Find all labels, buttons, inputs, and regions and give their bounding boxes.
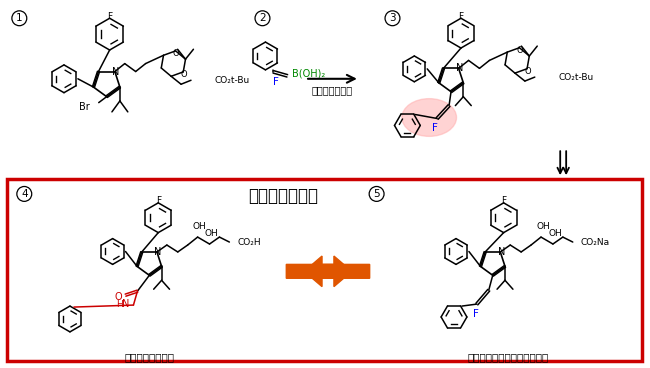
Text: 同等の生物活性: 同等の生物活性 (248, 187, 318, 205)
Text: B(OH)₂: B(OH)₂ (292, 69, 326, 79)
FancyArrow shape (286, 256, 352, 287)
Text: CO₂H: CO₂H (237, 237, 261, 247)
Text: OH: OH (192, 222, 207, 231)
Text: N: N (498, 247, 505, 257)
Text: N: N (456, 63, 463, 73)
FancyArrow shape (304, 256, 370, 287)
FancyBboxPatch shape (7, 179, 642, 361)
Text: F: F (458, 12, 463, 21)
Text: OH: OH (536, 222, 550, 231)
Text: F: F (432, 123, 438, 134)
Text: パラジウム触媒: パラジウム触媒 (311, 85, 352, 95)
Text: N: N (122, 299, 129, 309)
Text: 1: 1 (16, 13, 23, 23)
Text: 4: 4 (21, 189, 27, 199)
Ellipse shape (402, 99, 456, 137)
Text: N: N (154, 247, 162, 257)
Text: OH: OH (548, 229, 562, 238)
Text: CO₂Na: CO₂Na (580, 237, 609, 247)
Text: O: O (181, 70, 188, 79)
Text: Br: Br (79, 102, 90, 112)
Text: O: O (525, 67, 531, 76)
Text: F: F (501, 197, 506, 205)
Text: O: O (516, 46, 523, 55)
Text: 3: 3 (389, 13, 396, 23)
Text: 5: 5 (373, 189, 380, 199)
Text: フルオロアルケン型ミミック: フルオロアルケン型ミミック (468, 352, 549, 362)
Text: O: O (172, 49, 179, 58)
Text: O: O (115, 292, 122, 302)
Text: F: F (473, 309, 479, 319)
Text: F: F (156, 197, 161, 205)
Text: N: N (112, 67, 120, 77)
Text: F: F (274, 77, 280, 87)
Text: CO₂t-Bu: CO₂t-Bu (558, 72, 594, 82)
Text: 2: 2 (259, 13, 266, 23)
Text: OH: OH (205, 229, 218, 238)
Text: H: H (116, 300, 123, 309)
Text: F: F (107, 12, 112, 21)
Text: CO₂t-Bu: CO₂t-Bu (214, 76, 250, 85)
Text: アトルバスタチン: アトルバスタチン (124, 352, 174, 362)
